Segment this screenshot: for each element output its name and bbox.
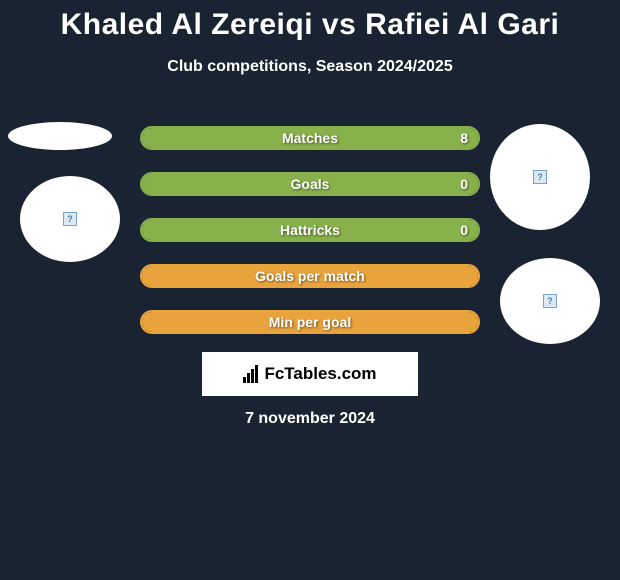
stat-fill-left	[142, 174, 310, 194]
player-badge-top-right: ?	[490, 124, 590, 230]
player-badge-left: ?	[20, 176, 120, 262]
stat-row: Matches 8	[140, 126, 480, 150]
player-badge-top-left	[8, 122, 112, 150]
player-badge-bottom-right: ?	[500, 258, 600, 344]
stat-row: Goals per match	[140, 264, 480, 288]
stat-value-right: 0	[460, 222, 468, 238]
stat-fill-right	[310, 174, 478, 194]
stat-label: Matches	[282, 130, 338, 146]
stat-row: Hattricks 0	[140, 218, 480, 242]
page-title: Khaled Al Zereiqi vs Rafiei Al Gari	[0, 0, 620, 42]
subtitle: Club competitions, Season 2024/2025	[0, 58, 620, 76]
brand-box[interactable]: FcTables.com	[202, 352, 418, 396]
date-label: 7 november 2024	[0, 410, 620, 428]
stat-label: Goals per match	[255, 268, 365, 284]
stat-row: Min per goal	[140, 310, 480, 334]
stat-label: Min per goal	[269, 314, 351, 330]
placeholder-icon: ?	[543, 294, 557, 308]
stat-label: Goals	[291, 176, 330, 192]
stat-row: Goals 0	[140, 172, 480, 196]
brand-bars-icon	[243, 365, 258, 383]
brand-text: FcTables.com	[264, 364, 376, 384]
placeholder-icon: ?	[63, 212, 77, 226]
stats-container: Matches 8 Goals 0 Hattricks 0 Goals per match M…	[140, 126, 480, 356]
stat-value-right: 8	[460, 130, 468, 146]
stat-value-right: 0	[460, 176, 468, 192]
stat-label: Hattricks	[280, 222, 340, 238]
placeholder-icon: ?	[533, 170, 547, 184]
